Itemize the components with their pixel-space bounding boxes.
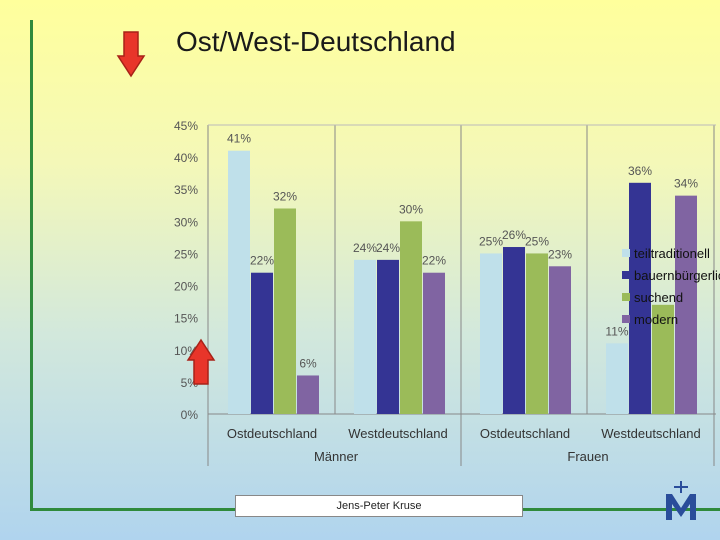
arrow-down-icon (116, 31, 146, 78)
legend-entry: bauernbürgerlich (634, 268, 720, 283)
data-label: 24% (376, 241, 400, 255)
data-label: 36% (628, 164, 652, 178)
x-category-label: Westdeutschland (601, 426, 701, 441)
x-group-label: Frauen (567, 449, 608, 464)
y-tick-label: 15% (174, 312, 198, 326)
legend-swatch (622, 315, 630, 323)
legend-entry: teiltraditionell (634, 246, 710, 261)
bar (423, 272, 445, 414)
data-label: 41% (227, 132, 251, 146)
legend-swatch (622, 249, 630, 257)
y-tick-label: 45% (174, 119, 198, 133)
data-label: 30% (399, 202, 423, 216)
data-label: 6% (299, 356, 317, 370)
bar (297, 375, 319, 414)
footer-author: Jens-Peter Kruse (235, 495, 523, 517)
legend-entry: suchend (634, 290, 683, 305)
data-label: 24% (353, 241, 377, 255)
y-tick-label: 40% (174, 151, 198, 165)
data-label: 11% (605, 324, 628, 338)
bar (606, 343, 628, 414)
y-tick-label: 20% (174, 280, 198, 294)
data-label: 26% (502, 228, 526, 242)
data-label: 25% (479, 234, 503, 248)
data-label: 22% (250, 254, 274, 268)
bar (503, 247, 525, 414)
y-tick-label: 25% (174, 247, 198, 261)
arrow-up-icon (186, 338, 216, 385)
bar (652, 304, 674, 414)
x-group-label: Männer (314, 449, 359, 464)
slide-title: Ost/West-Deutschland (176, 26, 456, 57)
x-category-label: Ostdeutschland (227, 426, 317, 441)
x-category-label: Ostdeutschland (480, 426, 570, 441)
data-label: 23% (548, 247, 572, 261)
legend-swatch (622, 271, 630, 279)
legend-entry: modern (634, 312, 678, 327)
data-label: 34% (674, 177, 698, 191)
bar (549, 266, 571, 414)
logo-icon (666, 481, 696, 520)
bar (629, 182, 651, 414)
data-label: 32% (273, 189, 297, 203)
x-category-label: Westdeutschland (348, 426, 448, 441)
y-tick-label: 0% (181, 408, 199, 422)
data-label: 22% (422, 254, 446, 268)
bar (400, 221, 422, 414)
bar (480, 253, 502, 414)
legend-swatch (622, 293, 630, 301)
bar (354, 259, 376, 414)
data-label: 25% (525, 234, 549, 248)
bar (228, 150, 250, 414)
y-tick-label: 30% (174, 215, 198, 229)
bar (377, 259, 399, 414)
bar (526, 253, 548, 414)
bar (274, 208, 296, 414)
bar (251, 272, 273, 414)
left-frame-line (30, 20, 33, 510)
bar (675, 195, 697, 414)
y-tick-label: 35% (174, 183, 198, 197)
